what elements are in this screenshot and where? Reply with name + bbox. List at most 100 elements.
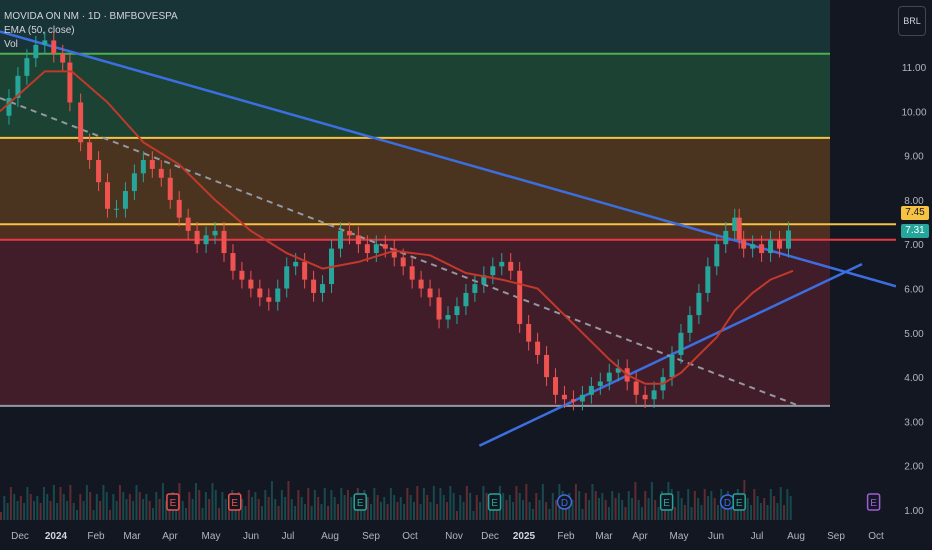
volume-bar	[327, 506, 330, 520]
volume-bar	[482, 486, 485, 520]
volume-bar	[472, 511, 475, 520]
volume-bar	[194, 483, 197, 520]
volume-bar	[386, 504, 389, 520]
x-tick-label: Mar	[123, 531, 141, 542]
currency-button[interactable]: BRL	[898, 6, 926, 36]
volume-bar	[657, 507, 660, 520]
candle-body	[15, 75, 21, 99]
y-tick-label: 5.00	[904, 329, 924, 340]
x-tick-label: Apr	[162, 531, 178, 542]
candle-body	[364, 244, 370, 254]
x-tick-label: Sep	[362, 531, 380, 542]
candle-body	[714, 244, 720, 267]
volume-bar	[485, 493, 488, 520]
volume-bar	[624, 507, 627, 520]
candle-body	[284, 266, 290, 289]
volume-bar	[261, 506, 264, 520]
volume-bar	[244, 506, 247, 520]
volume-bar	[750, 505, 753, 520]
volume-bar	[538, 500, 541, 520]
vol-legend[interactable]: Vol	[4, 39, 18, 50]
volume-bar	[300, 497, 303, 520]
candle-body	[6, 98, 12, 116]
volume-bar	[413, 502, 415, 520]
earnings-icon	[353, 493, 367, 511]
volume-bar	[79, 494, 82, 520]
volume-bar	[690, 507, 693, 520]
event-letter: E	[736, 498, 743, 509]
volume-bar	[251, 497, 254, 520]
volume-bar	[16, 501, 19, 520]
volume-bar	[36, 496, 39, 520]
volume-bar	[479, 502, 482, 520]
volume-bar	[446, 502, 449, 520]
volume-bar	[525, 484, 528, 520]
volume-bar	[654, 500, 657, 520]
y-tick-label: 3.00	[904, 417, 924, 428]
symbol-title[interactable]: MOVIDA ON NM · 1D · BMFBOVESPA	[4, 11, 178, 22]
x-tick-label: 2024	[45, 531, 68, 542]
volume-bar	[214, 490, 217, 520]
volume-bar	[697, 498, 700, 520]
candle-body	[131, 173, 137, 192]
volume-bar	[383, 497, 386, 520]
volume-bar	[303, 504, 306, 520]
ema-legend[interactable]: EMA (50, close)	[4, 25, 75, 36]
y-tick-label: 1.00	[904, 506, 924, 517]
volume-bar	[432, 486, 435, 520]
volume-bar	[598, 498, 601, 520]
volume-bar	[353, 504, 356, 520]
volume-bar	[436, 504, 439, 520]
volume-bar	[584, 493, 587, 520]
volume-bar	[254, 492, 257, 520]
event-marker-2: E	[353, 493, 367, 511]
x-tick-label: 2025	[513, 531, 536, 542]
candle-body	[194, 230, 200, 245]
volume-bar	[515, 486, 518, 520]
candle-body	[275, 288, 281, 302]
volume-bar	[290, 499, 293, 520]
candle-body	[481, 275, 487, 285]
volume-bar	[551, 493, 554, 520]
volume-bar	[112, 494, 115, 520]
volume-bar	[545, 502, 548, 520]
volume-bar	[640, 507, 643, 520]
volume-bar	[631, 498, 634, 520]
volume-bar	[188, 492, 191, 520]
volume-bar	[627, 491, 630, 520]
volume-bar	[105, 492, 108, 520]
volume-bar	[333, 497, 336, 520]
volume-bar	[683, 505, 686, 520]
volume-bar	[46, 494, 49, 520]
volume-bar	[522, 500, 525, 520]
volume-bar	[789, 496, 792, 520]
volume-bar	[227, 506, 230, 520]
volume-bar	[578, 491, 581, 520]
candle-body	[418, 279, 424, 289]
candle-body	[454, 306, 460, 316]
volume-bar	[52, 485, 55, 520]
volume-bar	[766, 505, 769, 520]
volume-bar	[135, 485, 138, 520]
candle-body	[597, 381, 603, 386]
volume-bar	[62, 494, 65, 520]
volume-bar	[601, 493, 604, 520]
y-tick-label: 11.00	[902, 63, 927, 74]
volume-bar	[340, 488, 343, 520]
volume-bar	[713, 498, 716, 520]
event-marker-1: E	[228, 493, 242, 511]
x-tick-label: Apr	[632, 531, 648, 542]
volume-bar	[19, 496, 22, 520]
volume-bar	[132, 501, 135, 520]
candle-body	[606, 372, 612, 382]
volume-bar	[165, 501, 168, 520]
event-marker-0: E	[166, 493, 180, 511]
volume-bar	[422, 488, 425, 520]
volume-bar	[218, 508, 221, 520]
volume-bar	[211, 483, 214, 520]
volume-bar	[9, 487, 12, 520]
